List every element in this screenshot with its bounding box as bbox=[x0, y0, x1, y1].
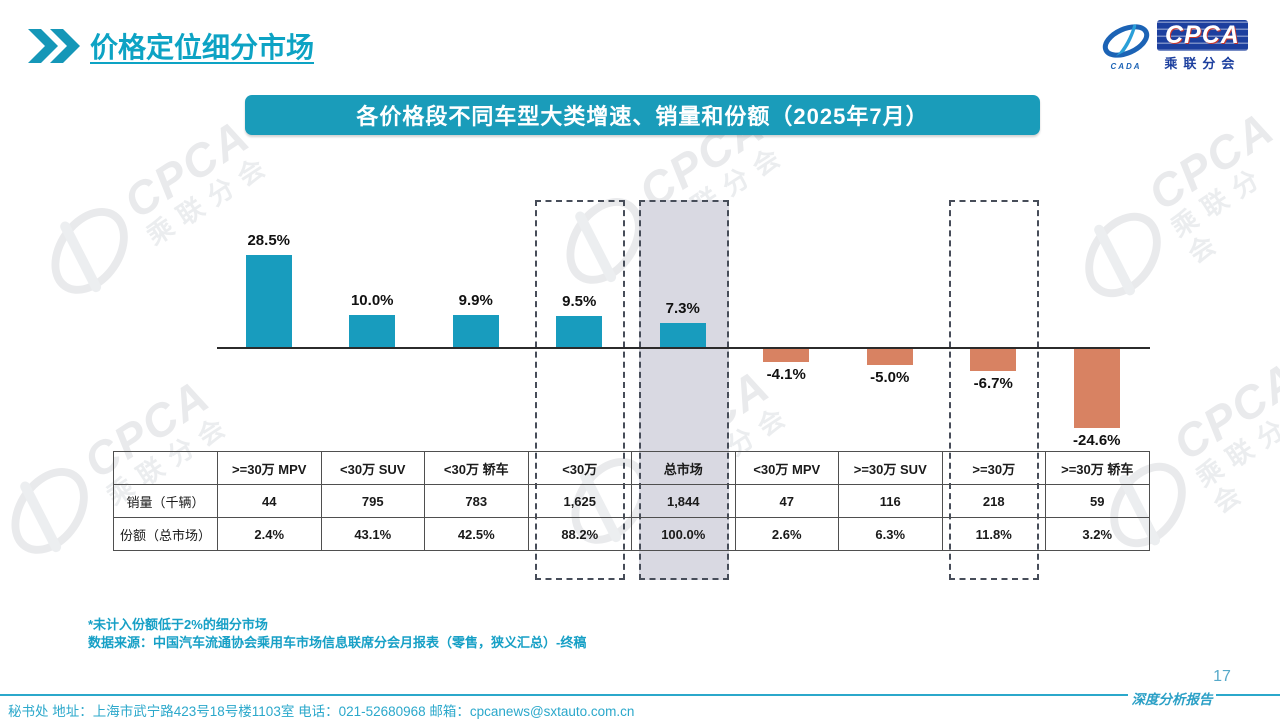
bar-value-label: -24.6% bbox=[1072, 432, 1121, 450]
highlight-box-total-market bbox=[639, 200, 729, 580]
bar-value-label: 7.3% bbox=[665, 300, 700, 318]
table-cell-r0-c1: 795 bbox=[321, 485, 425, 518]
cpca-wordmark: CPCA bbox=[1157, 20, 1248, 51]
bar-5 bbox=[763, 349, 810, 363]
table-cell-r1-c3: 88.2% bbox=[528, 518, 632, 551]
table-row-label-1: 份额（总市场） bbox=[114, 518, 218, 551]
table-cell-r0-c2: 783 bbox=[425, 485, 529, 518]
table-col-header-8: >=30万 轿车 bbox=[1046, 452, 1150, 485]
footnote-1: *未计入份额低于2%的细分市场 bbox=[88, 617, 268, 632]
bar-4 bbox=[659, 323, 706, 347]
bar-value-label: 9.5% bbox=[562, 293, 597, 311]
table-corner-cell bbox=[114, 452, 218, 485]
table-cell-r0-c8: 59 bbox=[1046, 485, 1150, 518]
table-col-header-0: >=30万 MPV bbox=[218, 452, 322, 485]
cpca-logo: CADA CPCA 乘联分会 bbox=[1100, 20, 1248, 72]
bar-value-label: 10.0% bbox=[350, 291, 394, 309]
table-cell-r0-c7: 218 bbox=[942, 485, 1046, 518]
footer-rule-left bbox=[0, 694, 1128, 696]
table-cell-r1-c5: 2.6% bbox=[735, 518, 839, 551]
footer-contact: 秘书处 地址：上海市武宁路423号18号楼1103室 电话：021-526809… bbox=[8, 704, 635, 719]
bar-value-label: -5.0% bbox=[870, 369, 910, 387]
table-col-header-3: <30万 bbox=[528, 452, 632, 485]
bar-3 bbox=[556, 316, 603, 347]
page-header: 价格定位细分市场 bbox=[28, 26, 314, 66]
page-number: 17 bbox=[1213, 668, 1231, 685]
footnote-2: 数据来源：中国汽车流通协会乘用车市场信息联席分会月报表（零售，狭义汇总）-终稿 bbox=[88, 635, 587, 650]
table-col-header-7: >=30万 bbox=[942, 452, 1046, 485]
table-cell-r0-c5: 47 bbox=[735, 485, 839, 518]
data-table: >=30万 MPV <30万 SUV <30万 轿车 <30万 总市场 <30万 MPV >… bbox=[113, 451, 1150, 551]
logo-subtitle: 乘联分会 bbox=[1164, 56, 1241, 71]
table-cell-r1-c0: 2.4% bbox=[218, 518, 322, 551]
page-title: 价格定位细分市场 bbox=[90, 32, 315, 63]
highlight-box-over-30 bbox=[949, 200, 1039, 580]
table-cell-r0-c6: 116 bbox=[839, 485, 943, 518]
table-cell-r1-c4: 100.0% bbox=[632, 518, 736, 551]
table-col-header-1: <30万 SUV bbox=[321, 452, 425, 485]
bar-value-label: 9.9% bbox=[458, 292, 493, 310]
table-cell-r0-c0: 44 bbox=[218, 485, 322, 518]
table-col-header-6: >=30万 SUV bbox=[839, 452, 943, 485]
table-cell-r0-c4: 1,844 bbox=[632, 485, 736, 518]
bar-7 bbox=[970, 349, 1017, 371]
table-cell-r1-c6: 6.3% bbox=[839, 518, 943, 551]
chart-title-banner: 各价格段不同车型大类增速、销量和份额（2025年7月） bbox=[245, 95, 1040, 135]
highlight-box-under-30 bbox=[535, 200, 625, 580]
report-series-label: 深度分析报告 bbox=[1131, 692, 1213, 708]
table-row-label-0: 销量（千辆） bbox=[114, 485, 218, 518]
bar-0 bbox=[245, 255, 292, 347]
cpca-emblem-icon: CADA bbox=[1100, 22, 1152, 71]
bar-value-label: -4.1% bbox=[766, 366, 806, 384]
table-cell-r1-c7: 11.8% bbox=[942, 518, 1046, 551]
table-cell-r0-c3: 1,625 bbox=[528, 485, 632, 518]
table-col-header-4: 总市场 bbox=[632, 452, 736, 485]
chart-title: 各价格段不同车型大类增速、销量和份额（2025年7月） bbox=[356, 104, 929, 129]
table-cell-r1-c8: 3.2% bbox=[1046, 518, 1150, 551]
bar-8 bbox=[1073, 349, 1120, 429]
bar-1 bbox=[349, 314, 396, 347]
bar-2 bbox=[452, 315, 499, 347]
zero-axis-line bbox=[217, 347, 1150, 349]
double-chevron-icon bbox=[28, 29, 80, 63]
emblem-caption: CADA bbox=[1110, 61, 1142, 71]
bar-value-label: -6.7% bbox=[973, 374, 1013, 392]
table-col-header-2: <30万 轿车 bbox=[425, 452, 529, 485]
bar-value-label: 28.5% bbox=[247, 232, 291, 250]
table-col-header-5: <30万 MPV bbox=[735, 452, 839, 485]
bar-6 bbox=[866, 349, 913, 366]
table-cell-r1-c2: 42.5% bbox=[425, 518, 529, 551]
footer-rule-right bbox=[1216, 694, 1280, 696]
table-cell-r1-c1: 43.1% bbox=[321, 518, 425, 551]
